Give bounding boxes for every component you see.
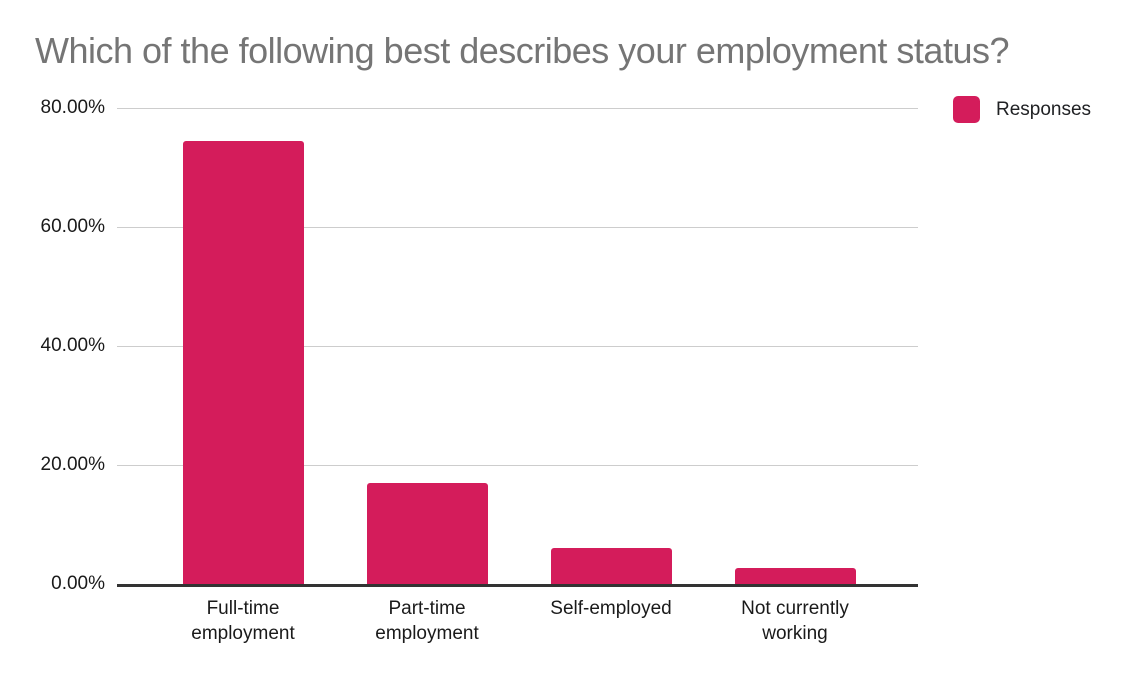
plot-area: [117, 108, 918, 587]
y-tick-label-40: 40.00%: [40, 335, 105, 356]
y-tick-label-80: 80.00%: [40, 97, 105, 118]
y-tick-label-60: 60.00%: [40, 216, 105, 237]
x-category-label-2: Self-employed: [550, 598, 672, 619]
x-category-label-0: Full-time employment: [191, 598, 295, 644]
legend-swatch-responses: [953, 96, 980, 123]
y-tick-label-20: 20.00%: [40, 454, 105, 475]
gridline-20: [117, 465, 918, 466]
bar-3: [734, 567, 856, 584]
bar-2: [550, 548, 672, 584]
legend-label-responses: Responses: [996, 98, 1092, 120]
x-category-label-1: Part-time employment: [375, 598, 479, 644]
gridline-40: [117, 346, 918, 347]
bar-0: [182, 141, 304, 584]
gridline-80: [117, 108, 918, 109]
bar-1: [366, 483, 488, 584]
chart-title: Which of the following best describes yo…: [35, 30, 1009, 71]
x-category-label-3: Not currently working: [741, 598, 849, 644]
y-tick-label-0: 0.00%: [51, 573, 105, 594]
gridline-60: [117, 227, 918, 228]
chart-legend: Responses: [953, 96, 1091, 123]
x-axis-line: [117, 584, 918, 587]
